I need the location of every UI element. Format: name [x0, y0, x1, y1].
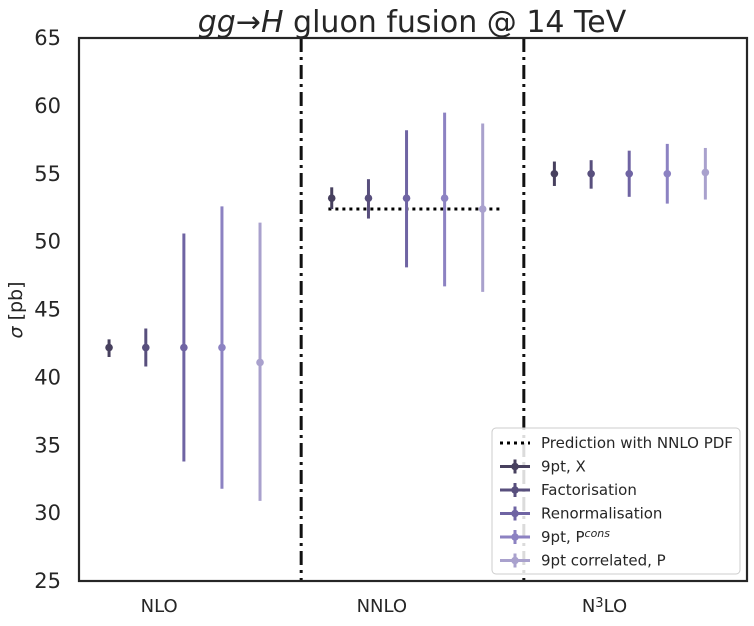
- legend: Prediction with NNLO PDF 9pt, X Factorisat…: [491, 427, 741, 575]
- data-point: [587, 169, 595, 178]
- data-point: [218, 343, 226, 352]
- data-point: [180, 343, 188, 352]
- data-point: [663, 169, 672, 178]
- y-tick-label: 65: [34, 26, 61, 50]
- title-part-0: gg→H: [198, 5, 284, 40]
- group-dividers: [299, 38, 526, 581]
- y-tick-label: 50: [34, 230, 61, 254]
- data-point: [364, 194, 373, 202]
- legend-label: Renormalisation: [541, 505, 662, 523]
- x-axis-categories: NLO NNLO N3LO: [141, 596, 628, 617]
- legend-label: Factorisation: [541, 481, 637, 499]
- legend-swatch-marker: [511, 509, 519, 518]
- x-category-label: NNLO: [357, 596, 407, 617]
- legend-box: [491, 427, 741, 575]
- title-part-1: gluon fusion @ 14 TeV: [284, 5, 627, 40]
- chart-title: gg→H gluon fusion @ 14 TeV: [198, 5, 627, 40]
- y-tick-label: 60: [34, 94, 61, 118]
- legend-label: 9pt, Pcons: [541, 527, 610, 546]
- legend-label: 9pt correlated, P: [541, 552, 666, 570]
- legend-swatch-marker: [511, 533, 519, 541]
- y-tick-label: 30: [34, 501, 61, 525]
- y-axis-label-unit: [pb]: [5, 281, 27, 326]
- data-point: [701, 168, 710, 177]
- y-tick-label: 45: [34, 298, 61, 322]
- data-point: [402, 194, 411, 202]
- data-point: [550, 169, 559, 178]
- data-point: [327, 194, 336, 202]
- plot-frame: [77, 36, 749, 583]
- data-point: [440, 194, 449, 202]
- legend-swatch-marker: [511, 556, 519, 565]
- error-bars: [105, 112, 710, 501]
- y-axis-label: σ [pb]: [5, 281, 27, 338]
- data-point: [256, 358, 264, 367]
- data-point: [105, 343, 113, 352]
- y-axis-label-symbol: σ: [5, 326, 27, 339]
- y-tick-label: 55: [34, 162, 61, 186]
- x-category-label: N3LO: [582, 596, 627, 617]
- y-tick-label: 25: [34, 569, 61, 593]
- data-point: [625, 169, 634, 178]
- legend-swatch-marker: [511, 462, 519, 471]
- y-tick-label: 40: [34, 365, 61, 389]
- y-tick-label: 35: [34, 433, 61, 457]
- data-point: [142, 343, 150, 352]
- y-axis-ticks: 25 30 35 40 45 50 55 60 65: [34, 26, 61, 593]
- data-point: [478, 205, 487, 213]
- legend-label: 9pt, X: [541, 458, 586, 476]
- legend-swatch-marker: [511, 486, 519, 494]
- legend-label: Prediction with NNLO PDF: [541, 434, 733, 452]
- x-category-label: NLO: [141, 596, 178, 617]
